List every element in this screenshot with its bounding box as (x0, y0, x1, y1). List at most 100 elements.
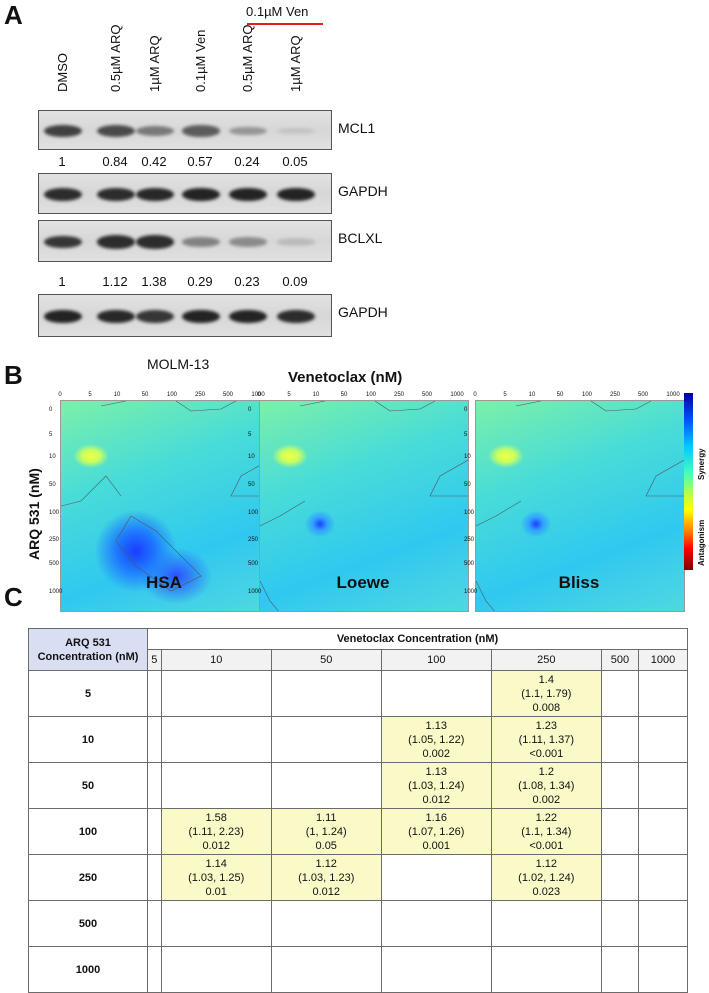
cell-score: 1.13 (425, 719, 447, 732)
colorbar-antagonism-label: Antagonism (697, 519, 706, 566)
blot-band (97, 125, 135, 137)
x-tick-label: 250 (194, 392, 206, 398)
cell-score: 1.12 (535, 857, 557, 870)
lane-label: 1µM ARQ (147, 35, 162, 92)
x-tick-label: 10 (113, 392, 121, 398)
contour-line (645, 459, 684, 497)
contour-line (476, 500, 522, 527)
x-tick-label: 500 (222, 392, 234, 398)
cell-ci: (1.07, 1.26) (408, 825, 465, 838)
blot-band (97, 187, 135, 202)
table-row: 500 (28, 900, 688, 947)
cell-ci: (1.02, 1.24) (518, 871, 575, 884)
table-cell (380, 854, 492, 901)
cell-score: 1.2 (538, 765, 554, 778)
table-corner-header: ARQ 531 Concentration (nM) (28, 628, 148, 671)
table-cell (160, 762, 272, 809)
cell-pvalue: 0.008 (532, 701, 561, 714)
blot-band (182, 187, 220, 202)
contour-line (260, 500, 306, 527)
table-cell (638, 716, 688, 763)
y-tick-label: 100 (248, 510, 259, 516)
table-body: 5 1.4 (1.1, 1.79) 0.008 10 1.13 (1.05, 1.22) 0.… (28, 670, 688, 993)
x-tick-label: 10 (312, 392, 320, 398)
table-row: 1000 (28, 946, 688, 993)
table-cell (638, 946, 688, 993)
x-tick-label: 1000 (251, 392, 265, 398)
blot-label: MCL1 (338, 120, 376, 136)
blot-label: BCLXL (338, 230, 383, 246)
table-cell (147, 670, 162, 717)
x-tick-label: 100 (365, 392, 377, 398)
table-cell (600, 716, 640, 763)
quant-value: 1.38 (141, 274, 167, 289)
blot-band (182, 125, 220, 137)
table-cell (270, 670, 382, 717)
contour-line (590, 401, 652, 412)
column-header: 1000 (638, 649, 688, 671)
cell-ci: (1.03, 1.24) (408, 779, 465, 792)
quant-value: 1.12 (102, 274, 128, 289)
blot-band (182, 237, 220, 247)
blot-label: GAPDH (338, 183, 388, 199)
x-tick-label: 500 (421, 392, 433, 398)
heatmap-contours (476, 401, 684, 611)
contour-line (230, 459, 269, 497)
x-tick-label: 50 (141, 392, 149, 398)
table-cell: 1.12 (1.03, 1.23) 0.012 (270, 854, 382, 901)
blot-band (277, 187, 315, 202)
ven-group-line (247, 23, 323, 25)
cell-score: 1.58 (205, 811, 227, 824)
x-tick-label: 0 (58, 392, 62, 398)
table-cell (638, 854, 688, 901)
table-cell (147, 946, 162, 993)
blot-band (44, 124, 82, 138)
blot-band (277, 127, 315, 135)
cell-ci: (1.11, 1.37) (518, 733, 575, 746)
table-cell (600, 670, 640, 717)
blot-band (277, 309, 315, 324)
blot-band (136, 126, 174, 136)
table-row: 5 1.4 (1.1, 1.79) 0.008 (28, 670, 688, 717)
panel-b-letter: B (4, 360, 23, 390)
table-cell (600, 900, 640, 947)
table-cell (638, 808, 688, 855)
method-label: HSA (146, 573, 182, 592)
x-tick-label: 250 (393, 392, 405, 398)
row-header: 250 (28, 854, 148, 901)
x-tick-label: 50 (556, 392, 564, 398)
corner-line-2: Concentration (nM) (37, 650, 139, 663)
cell-score: 1.4 (538, 673, 554, 686)
lane-label: 0.1µM Ven (193, 29, 208, 92)
table-cell (380, 900, 492, 947)
heatmap-contours (260, 401, 468, 611)
table-column-title: Venetoclax Concentration (nM) (147, 628, 688, 650)
row-header: 500 (28, 900, 148, 947)
cell-pvalue: 0.002 (422, 747, 451, 760)
y-tick-label: 5 (49, 432, 53, 438)
table-cell: 1.12 (1.02, 1.24) 0.023 (490, 854, 602, 901)
cell-pvalue: 0.012 (202, 839, 230, 852)
contour-line (476, 580, 495, 611)
table-cell (147, 854, 162, 901)
blot-label: GAPDH (338, 304, 388, 320)
x-tick-label: 1000 (666, 392, 680, 398)
table-cell: 1.2 (1.08, 1.34) 0.002 (490, 762, 602, 809)
x-tick-label: 5 (88, 392, 92, 398)
table-cell: 1.16 (1.07, 1.26) 0.001 (380, 808, 492, 855)
blot-band (277, 238, 315, 246)
method-label: Bliss (558, 573, 600, 592)
x-tick-label: 10 (528, 392, 536, 398)
table-cell (147, 900, 162, 947)
y-tick-label: 1000 (248, 589, 262, 595)
table-cell (147, 762, 162, 809)
column-header: 50 (270, 649, 382, 671)
table-cell (270, 946, 382, 993)
cell-pvalue: 0.001 (422, 839, 451, 852)
table-cell (490, 946, 602, 993)
blot-band (182, 309, 220, 324)
quant-value: 0.09 (282, 274, 308, 289)
table-cell (160, 670, 272, 717)
corner-line-1: ARQ 531 (65, 636, 111, 649)
cell-ci: (1, 1.24) (305, 825, 347, 838)
